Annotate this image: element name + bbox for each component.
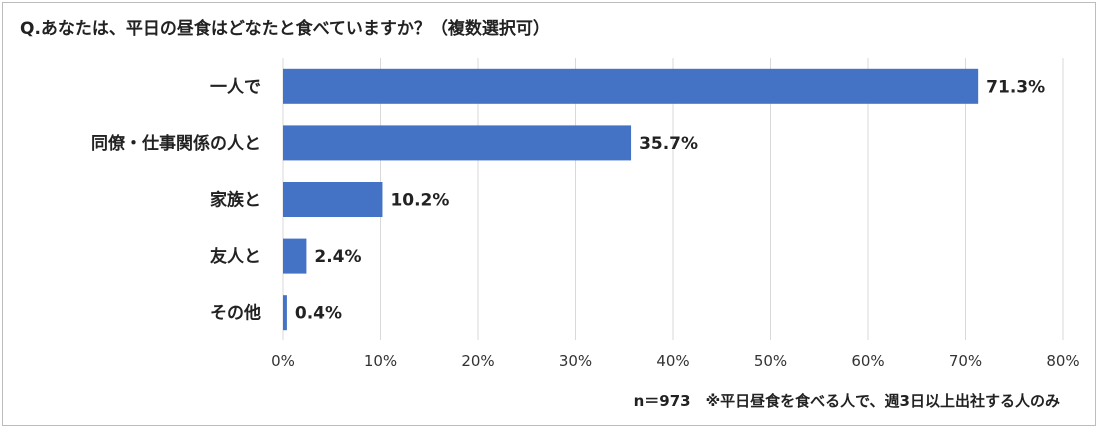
bar <box>283 182 383 217</box>
chart-title: Q.あなたは、平日の昼食はどなたと食べていますか？（複数選択可） <box>20 19 550 39</box>
x-tick-label: 60% <box>851 352 884 370</box>
category-label: 友人と <box>210 246 261 267</box>
x-tick-label: 50% <box>754 352 787 370</box>
bar <box>283 68 979 104</box>
x-tick-label: 20% <box>461 352 494 370</box>
category-label: その他 <box>210 303 261 324</box>
sample-note: n＝973 ※平日昼食を食べる人で、週3日以上出社する人のみ <box>633 392 1060 410</box>
x-tick-label: 30% <box>559 352 592 370</box>
data-label: 0.4% <box>295 304 342 324</box>
bar <box>283 125 632 161</box>
bar <box>283 238 307 274</box>
x-tick-label: 40% <box>656 352 689 370</box>
x-tick-label: 0% <box>271 352 295 370</box>
x-tick-label: 80% <box>1046 352 1079 370</box>
data-label: 2.4% <box>314 247 361 267</box>
data-label: 71.3% <box>986 77 1045 97</box>
category-label: 一人で <box>210 77 261 97</box>
data-label: 35.7% <box>639 134 698 154</box>
data-label: 10.2% <box>390 191 449 211</box>
bars <box>283 68 979 331</box>
category-label: 同僚・仕事関係の人と <box>91 133 261 154</box>
x-tick-label: 10% <box>364 352 397 370</box>
category-label: 家族と <box>210 190 261 211</box>
x-tick-label: 70% <box>949 352 982 370</box>
labels: 0% 10% 20% 30% 40% 50% 60% 70% 80% 一人で 71.3% 同僚・仕事関… <box>91 77 1080 370</box>
bar <box>283 295 287 331</box>
